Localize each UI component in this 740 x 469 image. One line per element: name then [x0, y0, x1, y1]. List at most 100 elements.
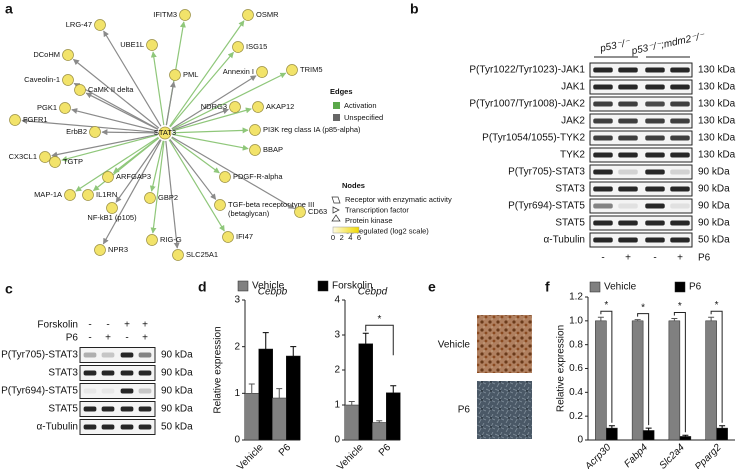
legend-swatch	[589, 281, 601, 293]
band	[670, 220, 690, 226]
legend-label: Up regulated (log2 scale)	[345, 226, 429, 235]
panel-letter: e	[428, 279, 436, 295]
node-label: ErbB2	[66, 127, 87, 136]
blot-frame	[589, 147, 693, 163]
significance-label: *	[641, 302, 645, 313]
lane-sign: +	[142, 333, 148, 344]
x-tick-label: Acrp30	[582, 442, 613, 469]
row-label: STAT3	[48, 368, 78, 379]
band	[138, 406, 152, 412]
row-label: P(Tyr694)-STAT5	[1, 386, 78, 397]
image-label: P6	[458, 405, 471, 416]
blot-frame	[589, 164, 693, 180]
row-label: α-Tubulin	[36, 422, 78, 433]
bar	[606, 427, 618, 441]
band	[593, 169, 613, 175]
band	[101, 406, 115, 412]
band	[618, 118, 638, 124]
blot-frame	[589, 113, 693, 129]
scale-label: 2	[340, 233, 344, 242]
band	[670, 237, 690, 243]
significance-bracket	[600, 310, 613, 423]
x-tick-label: P6	[277, 442, 294, 459]
size-label: 90 kDa	[698, 184, 730, 195]
significance-label: *	[378, 314, 382, 325]
y-tick-label: 1	[234, 388, 240, 399]
node-label: CD63	[308, 207, 327, 216]
error-bar	[262, 332, 269, 349]
x-tick-label: Vehicle	[335, 442, 366, 469]
significance-bracket	[637, 313, 650, 426]
size-label: 90 kDa	[161, 404, 193, 415]
band	[645, 135, 665, 141]
node-label: FGFR1	[23, 115, 48, 124]
node-label: ARFGAP3	[116, 172, 151, 181]
band	[593, 118, 613, 124]
edge	[71, 108, 158, 132]
node-label: GBP2	[158, 193, 178, 202]
band	[645, 101, 665, 107]
error-bar	[708, 316, 715, 321]
band	[101, 370, 115, 376]
y-tick-label: 1.0	[569, 315, 583, 326]
edge	[103, 30, 162, 127]
x-tick-label: Pparg2	[693, 442, 724, 469]
node-label: STAT3	[154, 128, 176, 137]
scale-label: 4	[348, 233, 352, 242]
node	[106, 202, 118, 214]
band	[670, 67, 690, 73]
legend-title: Nodes	[342, 181, 365, 190]
node	[229, 101, 241, 113]
edge	[115, 139, 161, 203]
x-tick-label: P6	[377, 442, 394, 459]
y-tick-label: 1	[334, 400, 340, 411]
blot-frame	[589, 232, 693, 248]
band	[618, 186, 638, 192]
band	[618, 203, 638, 209]
band	[645, 67, 665, 73]
band	[593, 135, 613, 141]
chart-title: Cebpd	[358, 287, 388, 298]
blot-frame	[589, 130, 693, 146]
group-label: p53⁻/⁻	[598, 37, 631, 54]
band	[83, 388, 97, 394]
size-label: 90 kDa	[161, 386, 193, 397]
size-label: 130 kDa	[698, 82, 736, 93]
bar	[358, 343, 373, 441]
blot-frame	[79, 419, 156, 435]
lane-sign: -	[88, 333, 91, 344]
edge	[165, 81, 176, 126]
bar	[679, 436, 692, 441]
band	[618, 169, 638, 175]
band	[593, 67, 613, 73]
bar	[344, 404, 359, 441]
node	[214, 199, 226, 211]
node	[102, 171, 114, 183]
band	[645, 84, 665, 90]
legend-title: Edges	[330, 87, 353, 96]
panel-letter: b	[410, 1, 419, 17]
blot-frame	[79, 401, 156, 417]
node	[249, 144, 261, 156]
row-label: P(Tyr1022/Tyr1023)-JAK1	[469, 65, 585, 76]
bar	[272, 397, 287, 441]
scale-label: 6	[357, 233, 361, 242]
row-label: STAT3	[555, 184, 585, 195]
node	[232, 41, 244, 53]
blot-frame	[79, 383, 156, 399]
band	[593, 237, 613, 243]
error-bar	[634, 319, 641, 321]
band	[670, 101, 690, 107]
node-label: IL1RN	[96, 190, 117, 199]
y-tick-label: 0	[577, 435, 583, 446]
band	[83, 406, 97, 412]
band	[593, 101, 613, 107]
edge	[21, 118, 158, 133]
edge	[51, 133, 158, 158]
node-label: LRG-47	[66, 20, 92, 29]
node-label: TGTP	[63, 157, 83, 166]
band	[138, 352, 152, 358]
band	[101, 388, 115, 394]
lane-sign: -	[601, 253, 604, 264]
node	[169, 69, 181, 81]
